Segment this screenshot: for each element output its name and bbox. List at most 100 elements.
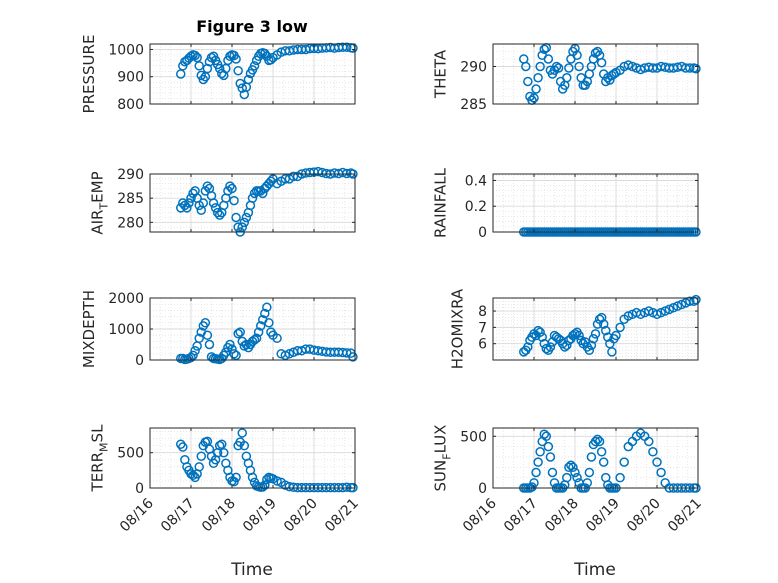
axes-frame — [492, 173, 699, 233]
data-point — [241, 212, 252, 223]
y-tick-label: 500 — [460, 429, 487, 445]
series-points — [176, 302, 358, 365]
data-point — [627, 61, 638, 72]
data-point — [533, 73, 543, 83]
data-point — [190, 345, 200, 356]
data-point — [535, 61, 545, 72]
data-point — [635, 64, 646, 75]
data-point — [348, 352, 358, 362]
data-point — [545, 342, 556, 352]
data-point — [342, 482, 352, 493]
y-axis-label: MIXDEPTH — [80, 290, 98, 368]
data-point — [590, 329, 601, 339]
data-point — [535, 327, 545, 338]
x-axis-label-right: Time — [573, 560, 616, 580]
data-point — [570, 467, 580, 478]
data-point — [280, 350, 291, 361]
x-tick-label: 08/17 — [501, 496, 541, 536]
subplot-theta: 285 290 THETA — [432, 43, 701, 113]
x-tick-label: 08/17 — [158, 496, 198, 536]
data-point — [582, 478, 593, 488]
data-point — [656, 467, 666, 478]
y-tick-label: 0 — [135, 481, 144, 497]
data-point — [266, 55, 276, 65]
data-point — [523, 342, 533, 352]
data-point — [247, 472, 258, 483]
data-point — [208, 198, 219, 208]
data-point — [547, 467, 558, 478]
data-point — [623, 60, 634, 70]
y-axis-label: H2OMIXRA — [449, 288, 467, 369]
data-point — [186, 51, 196, 62]
data-point — [264, 318, 274, 328]
data-point — [619, 457, 629, 467]
data-point — [182, 203, 192, 213]
x-tick-label: 08/21 — [665, 496, 705, 536]
data-point — [231, 350, 241, 361]
data-point — [644, 436, 654, 447]
data-point — [539, 429, 549, 439]
data-point — [284, 349, 295, 359]
data-point — [233, 222, 243, 232]
data-point — [691, 294, 701, 305]
series-points — [519, 43, 701, 105]
data-point — [615, 472, 625, 483]
data-point — [553, 63, 564, 73]
data-point — [210, 203, 221, 213]
y-tick-label: 285 — [460, 97, 487, 113]
y-axis-label: SUNFLUX — [432, 425, 454, 492]
data-point — [194, 61, 204, 71]
y-axis-label: RAINFALL — [432, 167, 450, 238]
data-point — [272, 476, 282, 486]
x-tick-label: 08/18 — [199, 496, 239, 536]
data-point — [584, 345, 595, 355]
data-point — [342, 42, 352, 53]
data-point — [247, 193, 258, 203]
y-tick-label: 500 — [117, 446, 144, 462]
data-point — [592, 319, 603, 329]
data-point — [237, 83, 247, 93]
data-point — [190, 50, 200, 61]
data-point — [266, 176, 276, 186]
data-point — [691, 64, 701, 74]
data-point — [566, 460, 576, 470]
data-point — [262, 302, 272, 313]
data-point — [233, 328, 243, 339]
series-points — [519, 294, 701, 357]
subplot-pressure: 800 900 1000 PRESSURE — [80, 35, 358, 114]
data-point — [237, 222, 247, 232]
data-point — [288, 171, 299, 182]
data-point — [584, 467, 595, 478]
data-point — [601, 325, 611, 336]
subplot-h2omixra: 678 H2OMIXRA — [449, 288, 701, 369]
data-point — [685, 63, 695, 73]
data-point — [598, 457, 609, 467]
data-point — [225, 181, 235, 191]
data-point — [590, 436, 601, 447]
data-point — [560, 342, 570, 352]
y-tick-label: 1000 — [108, 42, 144, 58]
y-tick-label: 0 — [478, 225, 487, 241]
y-tick-label: 285 — [117, 191, 144, 207]
y-axis-label: PRESSURE — [80, 35, 98, 114]
data-point — [562, 73, 572, 83]
x-tick-label: 08/19 — [240, 496, 280, 536]
data-point — [229, 349, 239, 359]
x-tick-label: 08/18 — [542, 496, 582, 536]
y-tick-label: 2000 — [108, 291, 144, 307]
data-point — [253, 327, 264, 337]
data-point — [568, 462, 578, 473]
data-point — [572, 50, 582, 60]
data-point — [214, 210, 225, 220]
y-tick-label: 0.4 — [465, 173, 487, 189]
subplot-mixdepth: 0 1000 2000 MIXDEPTH — [80, 290, 358, 369]
data-point — [521, 61, 531, 72]
data-point — [596, 58, 607, 68]
axes-frame — [492, 297, 699, 361]
data-point — [239, 217, 250, 228]
data-point — [541, 431, 552, 442]
data-point — [564, 63, 574, 73]
y-tick-label: 280 — [117, 215, 144, 231]
